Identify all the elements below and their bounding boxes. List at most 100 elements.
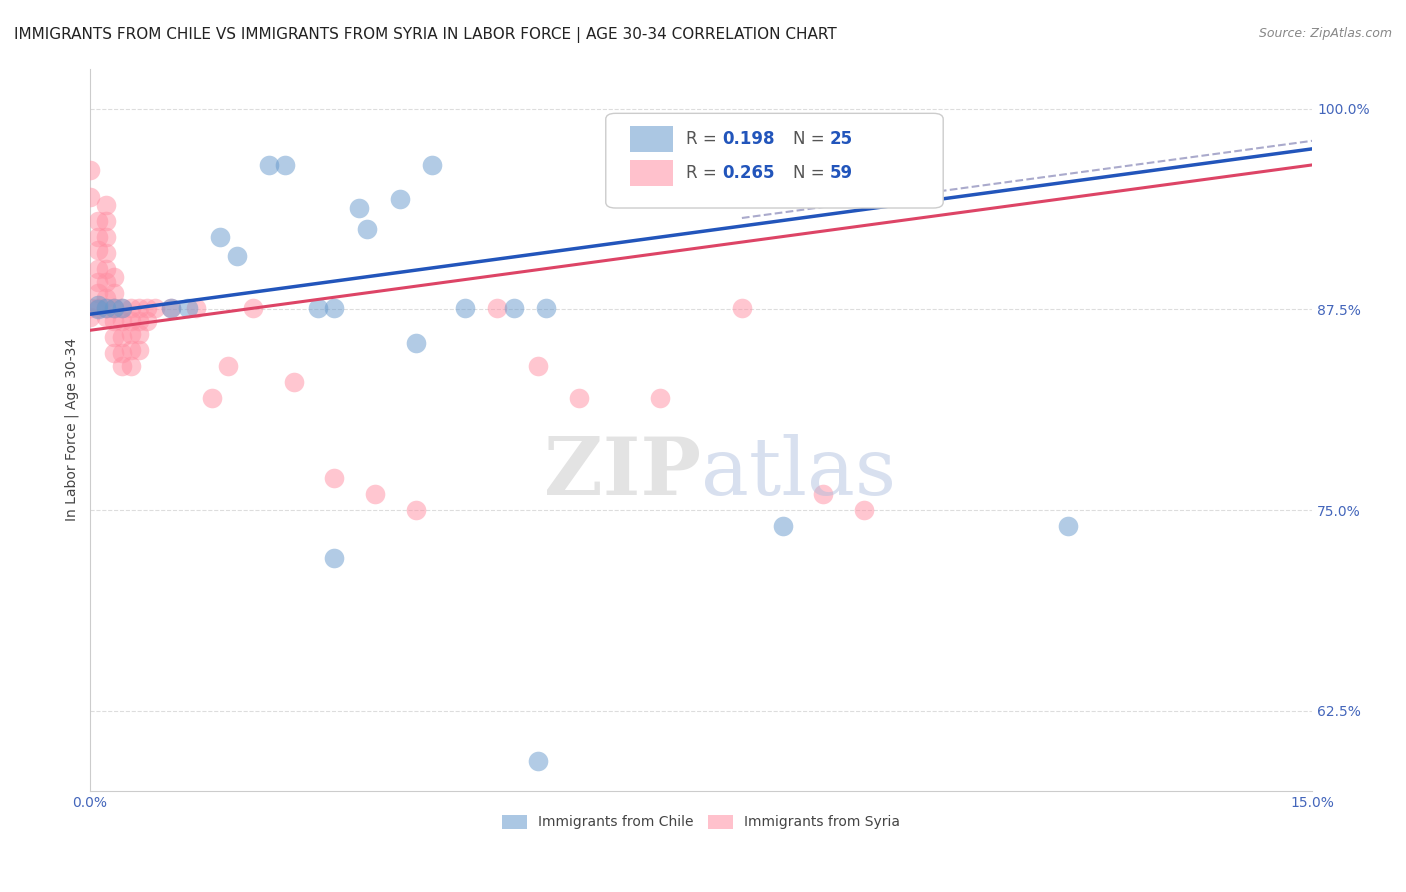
Point — [111, 330, 134, 344]
Point — [87, 297, 110, 311]
Text: 0.198: 0.198 — [721, 130, 775, 148]
Point — [160, 301, 183, 315]
Point — [274, 158, 297, 172]
Text: 59: 59 — [830, 164, 852, 182]
Point — [103, 301, 125, 315]
Point — [111, 301, 134, 315]
Point — [120, 326, 142, 341]
Point — [103, 330, 125, 344]
Bar — [630, 127, 673, 153]
Point — [502, 301, 524, 315]
Point — [283, 375, 305, 389]
Point — [111, 359, 134, 373]
Point — [87, 302, 110, 317]
Point — [94, 230, 117, 244]
Point — [94, 275, 117, 289]
Bar — [630, 161, 673, 186]
Point — [128, 301, 150, 315]
Point — [323, 551, 346, 566]
Text: Source: ZipAtlas.com: Source: ZipAtlas.com — [1258, 27, 1392, 40]
Point — [650, 391, 672, 405]
Point — [103, 301, 125, 315]
Text: N =: N = — [793, 130, 830, 148]
Point — [356, 222, 378, 236]
Point — [128, 314, 150, 328]
Point — [536, 301, 558, 315]
Point — [347, 201, 370, 215]
Point — [772, 519, 794, 533]
Point — [201, 391, 224, 405]
Point — [209, 230, 232, 244]
Point — [853, 503, 876, 517]
Point — [176, 301, 198, 315]
Point — [94, 301, 117, 315]
Point — [225, 249, 247, 263]
Point — [87, 301, 110, 315]
Point — [103, 270, 125, 285]
Point — [120, 343, 142, 357]
Point — [184, 301, 207, 315]
Legend: Immigrants from Chile, Immigrants from Syria: Immigrants from Chile, Immigrants from S… — [496, 809, 905, 835]
Point — [527, 754, 550, 768]
Point — [94, 198, 117, 212]
Point — [94, 301, 117, 315]
Text: ZIP: ZIP — [544, 434, 702, 512]
Text: 25: 25 — [830, 130, 852, 148]
Point — [486, 301, 509, 315]
Point — [79, 301, 101, 315]
Text: N =: N = — [793, 164, 830, 182]
Point — [120, 301, 142, 315]
Point — [94, 291, 117, 305]
Point — [94, 310, 117, 325]
Point — [103, 346, 125, 360]
FancyBboxPatch shape — [606, 113, 943, 208]
Point — [103, 286, 125, 301]
Point — [87, 230, 110, 244]
Point — [307, 301, 329, 315]
Point — [217, 359, 239, 373]
Point — [111, 301, 134, 315]
Point — [364, 487, 387, 501]
Text: IMMIGRANTS FROM CHILE VS IMMIGRANTS FROM SYRIA IN LABOR FORCE | AGE 30-34 CORREL: IMMIGRANTS FROM CHILE VS IMMIGRANTS FROM… — [14, 27, 837, 43]
Text: R =: R = — [686, 164, 723, 182]
Point — [79, 310, 101, 325]
Point — [527, 359, 550, 373]
Point — [813, 487, 835, 501]
Point — [87, 214, 110, 228]
Point — [87, 262, 110, 277]
Point — [242, 301, 264, 315]
Point — [1057, 519, 1080, 533]
Point — [568, 391, 591, 405]
Point — [79, 162, 101, 177]
Point — [257, 158, 280, 172]
Text: 0.265: 0.265 — [721, 164, 775, 182]
Text: R =: R = — [686, 130, 723, 148]
Point — [94, 246, 117, 260]
Point — [111, 346, 134, 360]
Point — [87, 243, 110, 257]
Point — [731, 301, 754, 315]
Point — [135, 301, 157, 315]
Point — [160, 301, 183, 315]
Point — [128, 343, 150, 357]
Point — [323, 301, 346, 315]
Point — [87, 286, 110, 301]
Point — [120, 314, 142, 328]
Text: atlas: atlas — [702, 434, 896, 512]
Point — [323, 471, 346, 485]
Point — [405, 503, 427, 517]
Point — [94, 214, 117, 228]
Y-axis label: In Labor Force | Age 30-34: In Labor Force | Age 30-34 — [65, 338, 79, 522]
Point — [420, 158, 443, 172]
Point — [103, 314, 125, 328]
Point — [405, 336, 427, 351]
Point — [111, 314, 134, 328]
Point — [120, 359, 142, 373]
Point — [94, 262, 117, 277]
Point — [454, 301, 477, 315]
Point — [79, 190, 101, 204]
Point — [128, 326, 150, 341]
Point — [87, 275, 110, 289]
Point — [143, 301, 166, 315]
Point — [388, 192, 411, 206]
